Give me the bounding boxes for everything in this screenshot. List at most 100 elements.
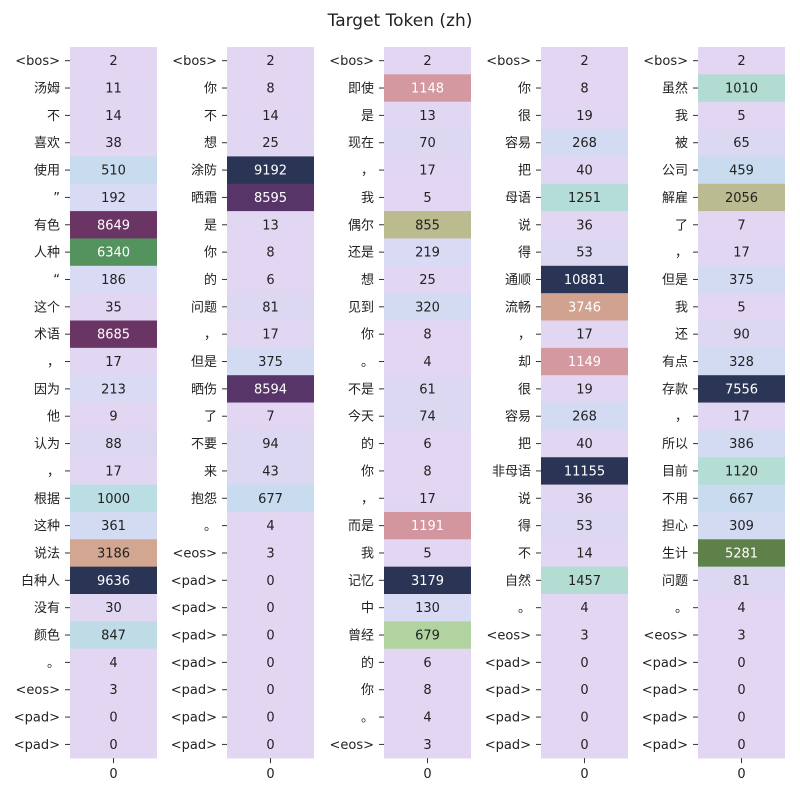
heatmap-cell <box>698 293 785 321</box>
token-label: 问题 <box>191 300 217 315</box>
token-label: 你 <box>361 464 374 479</box>
token-label: <bos> <box>329 54 374 69</box>
heatmap-cell <box>70 648 157 677</box>
token-label: 你 <box>361 328 374 343</box>
heatmap-cell <box>698 539 785 568</box>
cell-value: 13 <box>262 218 279 233</box>
token-label: 母语 <box>505 191 531 206</box>
heatmap-cell <box>70 156 157 185</box>
cell-value: 3 <box>266 546 274 561</box>
heatmap-cell <box>227 457 314 485</box>
cell-value: 459 <box>729 164 754 179</box>
token-label: ” <box>53 191 60 206</box>
token-label: <pad> <box>14 711 60 726</box>
heatmap-cell <box>698 621 785 650</box>
heatmap-cell <box>384 347 471 376</box>
token-label: 曾经 <box>348 629 374 644</box>
token-label: 汤姆 <box>34 82 60 97</box>
cell-value: 219 <box>415 246 440 261</box>
heatmap-cell <box>70 320 157 349</box>
heatmap-cell <box>227 183 314 212</box>
cell-value: 386 <box>729 437 754 452</box>
cell-value: 8594 <box>254 382 287 397</box>
token-label: 他 <box>47 410 60 425</box>
heatmap-cell <box>227 47 314 75</box>
cell-value: 94 <box>262 437 279 452</box>
heatmap-cell <box>384 730 471 759</box>
token-label: 白种人 <box>21 573 60 589</box>
token-label: 公司 <box>662 164 688 179</box>
heatmap-cell <box>227 402 314 431</box>
cell-value: 0 <box>266 601 274 616</box>
heatmap-cell <box>698 183 785 212</box>
heatmap-cell <box>227 293 314 321</box>
cell-value: 0 <box>580 683 588 698</box>
heatmap-cell <box>227 703 314 732</box>
token-label: 生计 <box>662 546 688 561</box>
token-label: 有色 <box>34 217 60 233</box>
token-label: <pad> <box>171 629 217 644</box>
token-label: 非母语 <box>492 464 531 479</box>
token-label: 人种 <box>34 246 60 261</box>
cell-value: 5 <box>423 191 431 206</box>
token-label: 还 <box>675 328 688 343</box>
token-label: 是 <box>361 109 374 124</box>
token-label: 不 <box>518 546 531 561</box>
token-label: 因为 <box>34 382 60 397</box>
cell-value: 14 <box>576 546 593 561</box>
heatmap-cell <box>541 484 628 513</box>
token-label: <eos> <box>486 629 531 644</box>
cell-value: 2 <box>423 54 431 69</box>
heatmap-cell <box>70 47 157 75</box>
heatmap-cell <box>70 101 157 130</box>
cell-value: 8 <box>423 328 431 343</box>
token-label: <eos> <box>15 683 60 698</box>
token-label: <bos> <box>643 54 688 69</box>
token-label: 你 <box>518 82 531 97</box>
heatmap-cell <box>70 183 157 212</box>
heatmap-cell <box>70 484 157 513</box>
token-label: 而是 <box>348 519 374 534</box>
heatmap-cell <box>698 238 785 267</box>
token-label: <pad> <box>171 601 217 616</box>
cell-value: 5 <box>423 546 431 561</box>
cell-value: 4 <box>423 355 431 370</box>
heatmap-cell <box>70 74 157 103</box>
token-label: ， <box>675 246 688 261</box>
heatmap-cell <box>698 47 785 75</box>
token-label: 这个 <box>34 299 60 315</box>
token-label: 很 <box>518 382 531 397</box>
cell-value: 17 <box>105 355 122 370</box>
token-label: 喜欢 <box>34 136 60 151</box>
token-label: 担心 <box>662 519 688 534</box>
cell-value: 192 <box>101 191 126 206</box>
token-label: 即使 <box>348 81 374 97</box>
cell-value: 268 <box>572 136 597 151</box>
cell-value: 375 <box>729 273 754 288</box>
heatmap-cell <box>541 156 628 185</box>
token-label: 使用 <box>34 163 60 179</box>
heatmap-cell <box>70 129 157 157</box>
heatmap-cell <box>541 238 628 267</box>
heatmap-cell <box>227 211 314 239</box>
token-label: 现在 <box>348 136 374 151</box>
cell-value: 2 <box>266 54 274 69</box>
cell-value: 5281 <box>725 546 758 561</box>
token-label: <pad> <box>485 738 531 753</box>
cell-value: 43 <box>262 464 279 479</box>
token-label: 容易 <box>505 135 531 151</box>
token-label: 根据 <box>34 492 60 507</box>
cell-value: 3 <box>423 738 431 753</box>
heatmap-cell <box>541 676 628 704</box>
token-label: 想 <box>204 135 217 151</box>
token-label: 不是 <box>348 382 374 397</box>
cell-value: 9192 <box>254 164 287 179</box>
token-label: 却 <box>518 355 531 370</box>
token-label: 还是 <box>348 246 374 261</box>
cell-value: 30 <box>105 601 122 616</box>
cell-value: 17 <box>419 492 436 507</box>
cell-value: 855 <box>415 218 440 233</box>
token-label: 不用 <box>662 492 688 507</box>
heatmap-cell <box>384 484 471 513</box>
